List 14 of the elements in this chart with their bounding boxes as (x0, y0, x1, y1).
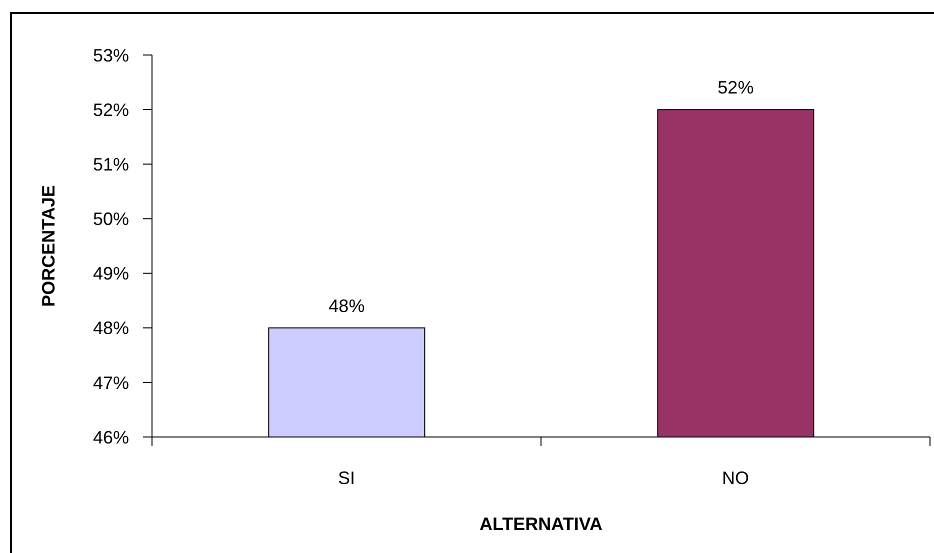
y-tick-label: 47% (92, 372, 129, 393)
x-tick-label: SI (338, 468, 356, 488)
y-tick-label: 50% (92, 209, 129, 230)
x-axis-title: ALTERNATIVA (480, 514, 602, 534)
y-tick-label: 53% (92, 45, 129, 66)
data-label: 52% (718, 78, 754, 98)
y-tick-label: 48% (92, 318, 129, 338)
y-tick-label: 49% (92, 264, 129, 284)
data-label: 48% (328, 296, 365, 316)
y-tick-label: 52% (92, 100, 129, 120)
x-tick-label: NO (722, 468, 749, 488)
y-axis-title: PORCENTAJE (38, 185, 58, 307)
y-tick-label: 51% (92, 154, 129, 175)
y-tick-label: 46% (92, 427, 129, 448)
